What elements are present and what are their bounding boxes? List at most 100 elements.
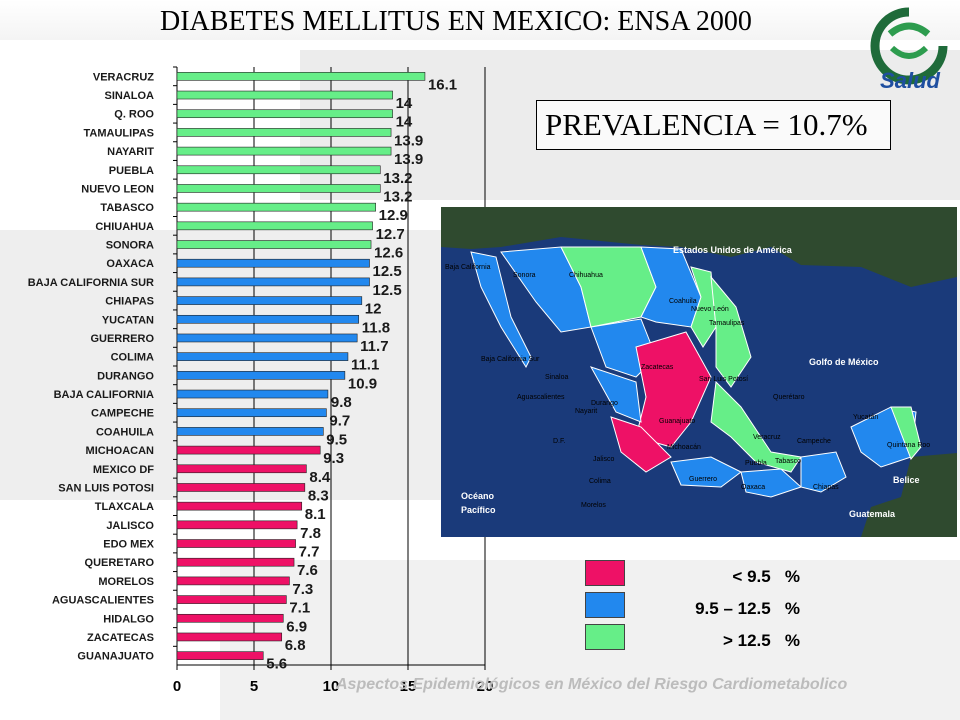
category-label: ZACATECAS [87, 632, 154, 644]
bar [176, 277, 370, 287]
map-state-blue [589, 366, 642, 423]
value-label: 6.8 [285, 637, 306, 654]
legend-label-low: < 9.5 % [732, 567, 800, 586]
footer-caption: Aspectos Epidemiológicos en México del R… [336, 676, 848, 693]
map-state-label: Tabasco [775, 458, 801, 465]
value-label: 12.7 [376, 226, 405, 243]
bar [176, 576, 290, 586]
central-america-land [861, 453, 957, 537]
value-label: 7.8 [300, 525, 321, 542]
bar [176, 128, 392, 137]
value-label: 7.7 [299, 544, 320, 561]
bar [176, 520, 298, 530]
prevalence-box: PREVALENCIA = 10.7% [536, 100, 891, 150]
map-state-label: Yucatán [853, 414, 878, 421]
map-state-label: Chiapas [813, 484, 839, 491]
x-tick-label: 20 [477, 678, 494, 695]
bar [176, 184, 381, 193]
bar [176, 557, 295, 567]
map-state-green [890, 406, 922, 460]
map-state-blue [670, 456, 742, 488]
x-tick-label: 10 [323, 678, 340, 695]
category-label: COAHUILA [96, 426, 154, 438]
map-state-label: Oaxaca [741, 484, 765, 491]
category-label: MICHOACAN [86, 445, 154, 457]
value-label: 10.9 [348, 375, 377, 392]
map-state-label: D.F. [553, 438, 566, 445]
category-label: JALISCO [106, 520, 154, 532]
category-label: GUERRERO [90, 333, 154, 345]
value-label: 8.4 [309, 469, 331, 486]
x-tick-label: 0 [173, 678, 181, 695]
legend-swatch-low [585, 560, 625, 586]
map-state-label: Veracruz [753, 434, 781, 441]
category-label: AGUASCALIENTES [52, 595, 154, 607]
map-state-label: Sonora [513, 272, 536, 279]
category-label: SINALOA [105, 90, 155, 102]
bar [176, 352, 349, 361]
logo-text: Salud [880, 68, 940, 93]
map-state-pink [610, 416, 672, 473]
category-label: CHIUAHUA [95, 221, 154, 233]
category-label: TABASCO [100, 202, 154, 214]
bar [176, 371, 346, 380]
value-label: 12.5 [373, 263, 402, 280]
bar [176, 314, 360, 324]
value-label: 11.8 [362, 319, 390, 336]
bar [176, 240, 372, 249]
chart-title: DIABETES MELLITUS EN MEXICO: ENSA 2000 [160, 6, 752, 37]
value-label: 12 [365, 301, 382, 318]
bar [176, 296, 363, 305]
category-label: QUERETARO [85, 557, 155, 569]
value-label: 6.9 [286, 618, 307, 635]
map-state-green [690, 266, 717, 348]
map-label: Golfo de México [809, 357, 879, 367]
category-label: PUEBLA [109, 165, 154, 177]
map-state-label: Nuevo León [691, 306, 729, 313]
map-state-label: Campeche [797, 438, 831, 445]
value-label: 7.1 [289, 600, 310, 617]
category-label: GUANAJUATO [77, 651, 154, 663]
bar [176, 389, 329, 399]
map-state-label: Quintana Roo [887, 442, 930, 449]
value-label: 12.9 [379, 207, 408, 224]
map-state-label: Coahuila [669, 298, 697, 305]
usa-land [441, 207, 957, 287]
bar-chart: 0 5 10 15 20 VERACRUZ 16.1 SINALOA 14 Q. ROO 14 TAM… [28, 66, 494, 695]
value-label: 13.9 [394, 151, 423, 168]
map-label: Guatemala [849, 509, 896, 519]
value-label: 8.1 [305, 506, 326, 523]
value-label: 16.1 [428, 76, 457, 93]
category-label: NAYARIT [107, 146, 154, 158]
bar [176, 595, 287, 604]
map-label: Océano [461, 491, 495, 501]
value-label: 5.6 [266, 656, 287, 673]
bar [176, 445, 321, 455]
bar [176, 165, 381, 175]
value-label: 12.6 [374, 245, 403, 262]
category-label: TAMAULIPAS [84, 127, 154, 139]
background-band [0, 0, 960, 40]
value-label: 13.9 [394, 132, 423, 149]
category-label: HIDALGO [103, 613, 154, 625]
map-state-label: Zacatecas [641, 364, 674, 371]
category-label: BAJA CALIFORNIA [54, 389, 154, 401]
category-label: SAN LUIS POTOSI [58, 482, 154, 494]
bar [176, 72, 426, 81]
category-label: CHIAPAS [105, 296, 154, 308]
value-label: 14 [396, 114, 413, 131]
map-state-blue [740, 468, 802, 498]
map-state-pink [635, 331, 712, 448]
map-state-label: Guerrero [689, 476, 717, 483]
category-label: TLAXCALA [95, 501, 154, 513]
value-label: 12.5 [373, 282, 402, 299]
category-label: YUCATAN [102, 314, 154, 326]
bar [176, 202, 376, 212]
category-label: EDO MEX [103, 539, 154, 551]
value-label: 11.7 [360, 338, 388, 355]
bar [176, 483, 306, 492]
bar [176, 613, 284, 623]
map-state-labels: Baja California Sonora Chihuahua CoahuilaNu… [445, 264, 930, 509]
value-label: 9.7 [329, 413, 350, 430]
map-state-blue [640, 246, 702, 328]
